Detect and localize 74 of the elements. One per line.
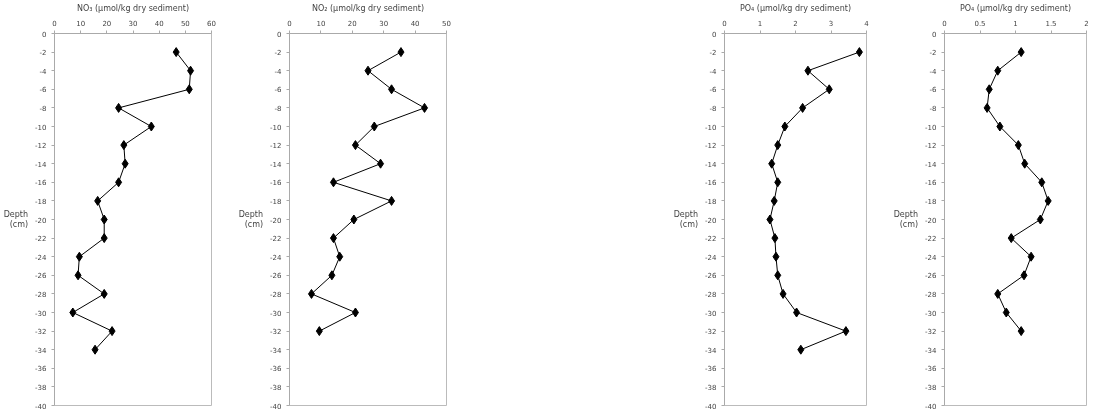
point — [351, 307, 359, 318]
point — [388, 195, 396, 206]
point — [1014, 140, 1022, 151]
x-axis-title: PO₄ (µmol/kg dry sediment) — [739, 3, 852, 13]
point — [351, 140, 359, 151]
point — [421, 102, 429, 113]
point — [842, 326, 850, 337]
point — [774, 270, 782, 281]
point — [1021, 158, 1029, 169]
point — [774, 140, 782, 151]
point — [336, 251, 344, 262]
point — [187, 65, 195, 76]
point — [1007, 233, 1015, 244]
point — [185, 84, 193, 95]
point — [772, 251, 780, 262]
point — [994, 65, 1002, 76]
point — [781, 121, 789, 132]
point — [766, 214, 774, 225]
point — [370, 121, 378, 132]
x-axis-title: NO₂ (µmol/kg dry sediment) — [311, 3, 425, 13]
point — [108, 326, 116, 337]
point — [100, 214, 108, 225]
point — [1017, 326, 1025, 337]
point — [1036, 214, 1044, 225]
x-axis-title: PO₄ (µmol/kg dry sediment) — [959, 3, 1072, 13]
point — [120, 140, 128, 151]
point — [315, 326, 323, 337]
point — [377, 158, 385, 169]
point — [397, 47, 405, 58]
point — [350, 214, 358, 225]
point — [779, 288, 787, 299]
point — [328, 270, 336, 281]
point — [115, 102, 123, 113]
point — [69, 307, 77, 318]
point — [771, 233, 779, 244]
point — [100, 233, 108, 244]
point — [1017, 47, 1025, 58]
point — [1038, 177, 1046, 188]
y-axis-title: Depth (cm) — [3, 209, 29, 230]
point — [770, 195, 778, 206]
point — [774, 177, 782, 188]
point — [121, 158, 129, 169]
point — [329, 177, 337, 188]
point — [799, 102, 807, 113]
point — [364, 65, 372, 76]
x-axis-title: NO₃ (µmol/kg dry sediment) — [76, 3, 190, 13]
y-axis-title: Depth (cm) — [673, 209, 699, 230]
point — [797, 344, 805, 355]
point — [74, 270, 82, 281]
point — [91, 344, 99, 355]
point — [115, 177, 123, 188]
point — [388, 84, 396, 95]
y-axis-title: Depth (cm) — [238, 209, 264, 230]
point — [793, 307, 801, 318]
point — [1027, 251, 1035, 262]
point — [172, 47, 180, 58]
point — [983, 102, 991, 113]
point — [1020, 270, 1028, 281]
point — [985, 84, 993, 95]
point — [804, 65, 812, 76]
point — [994, 288, 1002, 299]
y-axis-title: Depth (cm) — [893, 209, 919, 230]
point — [147, 121, 155, 132]
point — [329, 233, 337, 244]
point — [94, 195, 102, 206]
point — [996, 121, 1004, 132]
point — [307, 288, 315, 299]
point — [75, 251, 83, 262]
point — [1044, 195, 1052, 206]
point — [825, 84, 833, 95]
point — [1002, 307, 1010, 318]
point — [768, 158, 776, 169]
point — [100, 288, 108, 299]
point — [855, 47, 863, 58]
